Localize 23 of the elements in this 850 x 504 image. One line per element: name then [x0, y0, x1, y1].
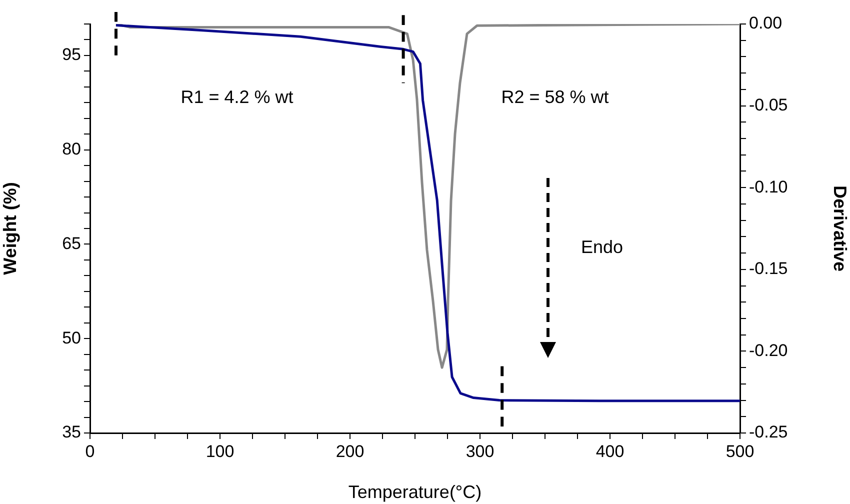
y-tick-label: 65	[62, 234, 81, 253]
annotation: R2 = 58 % wt	[501, 86, 609, 107]
y-tick-label: 80	[62, 140, 81, 159]
annotation: R1 = 4.2 % wt	[180, 86, 294, 107]
x-axis-title: Temperature(°C)	[348, 482, 482, 502]
annotation: Endo	[580, 236, 624, 257]
y-tick-label: 95	[62, 45, 81, 64]
y2-axis-title: Derivative	[830, 185, 850, 272]
y-axis-title: Weight (%)	[0, 182, 20, 275]
y2-tick-label: -0.25	[749, 422, 788, 442]
y2-tick-label: -0.10	[749, 177, 788, 196]
x-tick-label: 400	[596, 442, 624, 461]
y-tick-label: 35	[62, 422, 81, 442]
y2-tick-label: -0.05	[749, 95, 788, 114]
y2-tick-label: -0.20	[749, 340, 788, 360]
x-tick-label: 500	[726, 442, 754, 461]
y2-tick-label: 0.00	[749, 14, 782, 33]
x-tick-label: 100	[206, 442, 234, 461]
x-tick-label: 200	[336, 442, 364, 461]
y-tick-label: 50	[62, 328, 81, 348]
x-tick-label: 0	[85, 442, 95, 461]
y2-tick-label: -0.15	[749, 259, 788, 278]
x-tick-label: 300	[466, 442, 494, 461]
